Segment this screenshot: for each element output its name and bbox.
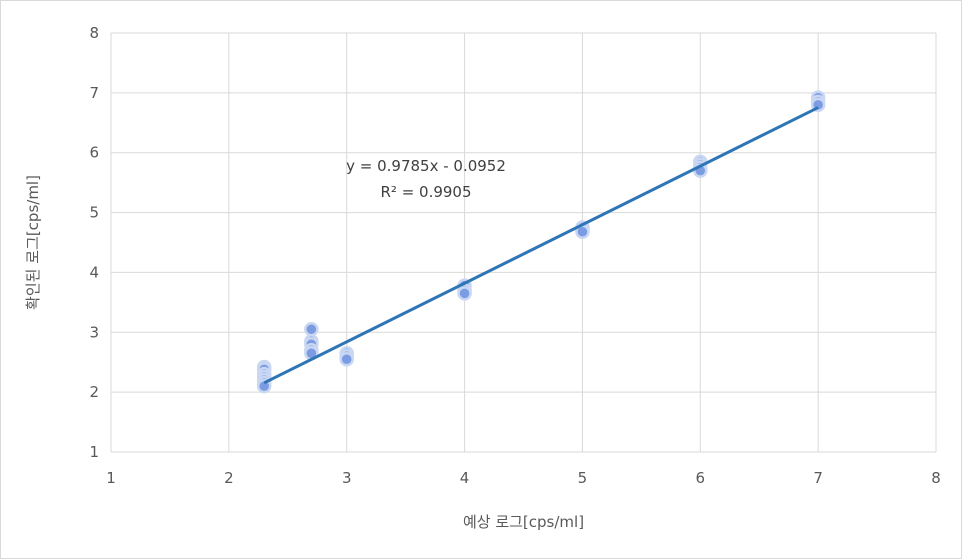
y-tick-labels: 1 2 3 4 5 6 7 8 [89,24,99,461]
x-tick-label: 8 [931,469,941,487]
y-tick-label: 1 [89,443,99,461]
x-tick-labels: 1 2 3 4 5 6 7 8 [106,469,941,487]
x-tick-label: 3 [342,469,352,487]
y-tick-label: 2 [89,383,99,401]
data-point [457,286,472,301]
data-points [256,90,826,394]
x-tick-label: 7 [813,469,823,487]
data-point [304,322,319,337]
x-tick-label: 6 [696,469,706,487]
horizontal-gridlines [111,32,936,453]
trendline-equation: y = 0.9785x - 0.0952 [346,157,506,175]
y-tick-label: 4 [89,263,99,281]
data-point [339,351,354,367]
x-tick-label: 5 [578,469,588,487]
y-tick-label: 5 [89,204,99,222]
x-axis-title: 예상 로그[cps/ml] [463,513,584,531]
trendline-r2: R² = 0.9905 [380,183,471,201]
y-axis-title: 확인된 로그[cps/ml] [24,175,42,310]
trendline [263,106,819,385]
y-tick-label: 8 [89,24,99,42]
y-tick-label: 7 [89,84,99,102]
x-tick-label: 4 [460,469,470,487]
data-point [256,378,272,394]
vertical-gridlines [110,33,937,452]
y-tick-label: 6 [89,144,99,162]
x-tick-label: 1 [106,469,116,487]
y-tick-label: 3 [89,323,99,341]
x-tick-label: 2 [224,469,234,487]
